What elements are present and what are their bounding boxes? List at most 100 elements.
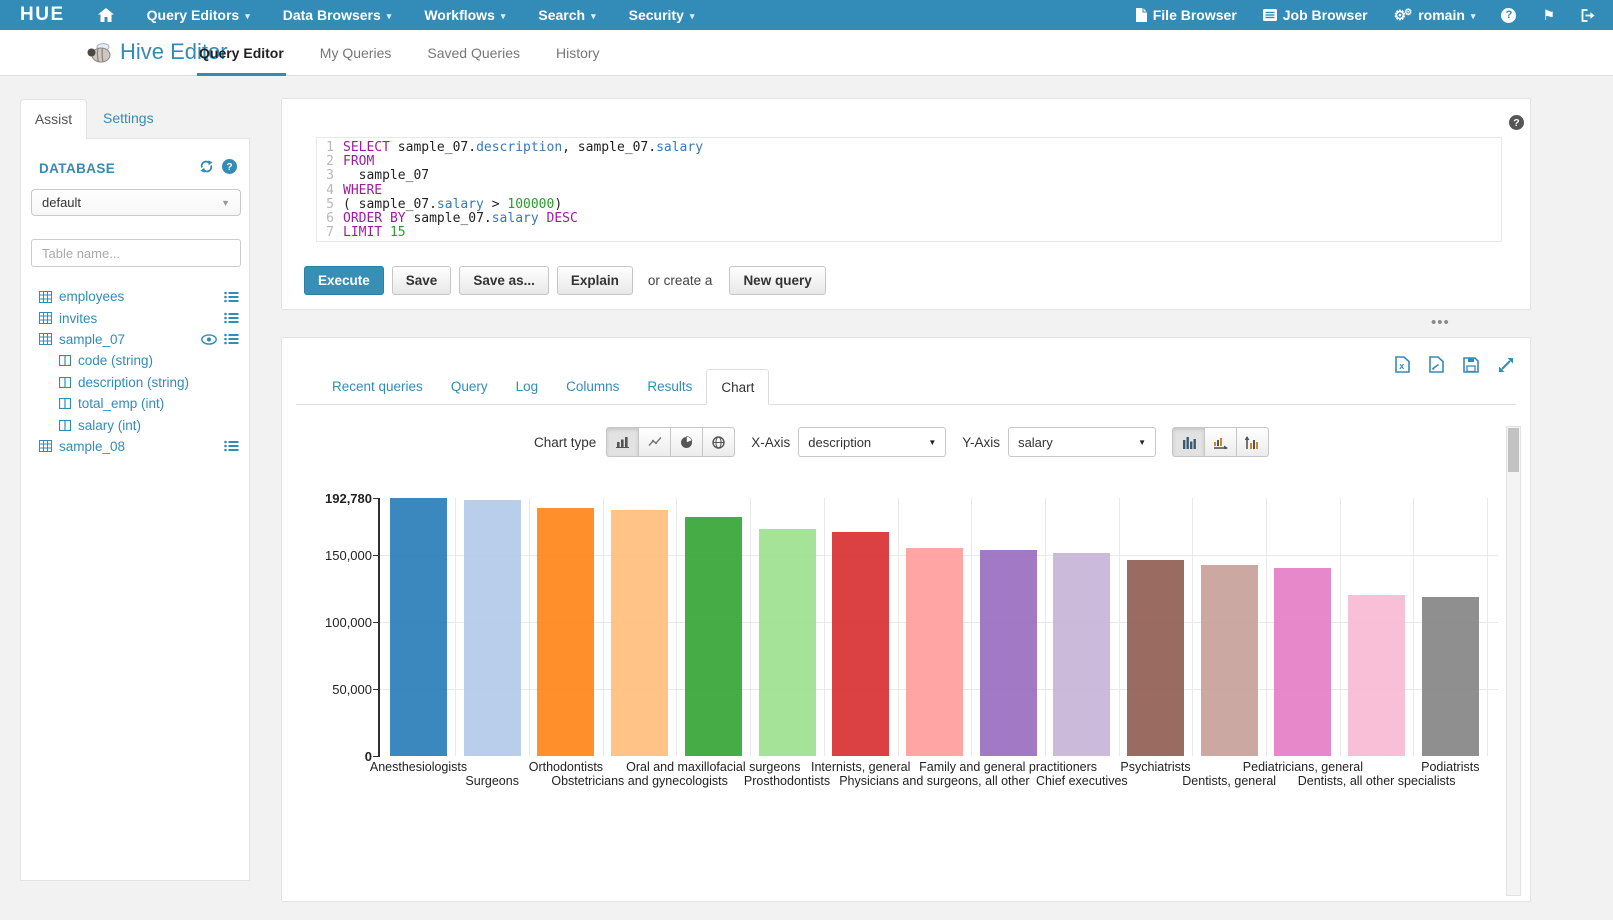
line-number: 6 <box>326 211 334 227</box>
x-category-label: Obstetricians and gynecologists <box>551 773 728 788</box>
save-button[interactable]: Save <box>391 266 452 295</box>
download-csv-icon[interactable] <box>1429 356 1444 373</box>
sql-code-editor[interactable]: 1 SELECT sample_07.description, sample_07… <box>316 137 1502 242</box>
grouped-bars-button[interactable] <box>1172 427 1206 457</box>
bars-right-arrow-button[interactable] <box>1204 427 1238 457</box>
x-gridline <box>676 498 678 756</box>
help-icon[interactable]: ? <box>1501 7 1517 23</box>
pie-chart-type-button[interactable] <box>670 427 704 457</box>
bar-chart-type-button[interactable] <box>606 427 640 457</box>
line-chart-type-button[interactable] <box>638 427 672 457</box>
tab-my-queries[interactable]: My Queries <box>319 45 392 61</box>
download-xls-icon[interactable]: x <box>1395 356 1410 373</box>
table-menu-icon[interactable] <box>224 312 239 324</box>
results-tab-columns[interactable]: Columns <box>566 379 620 394</box>
x-category-label: Pediatricians, general <box>1242 760 1363 774</box>
column-item-description[interactable]: description (string) <box>39 372 239 393</box>
x-category-label: Dentists, all other specialists <box>1297 773 1456 788</box>
column-item-salary[interactable]: salary (int) <box>39 414 239 435</box>
refresh-icon[interactable] <box>199 160 214 173</box>
code-line: 4 WHERE <box>317 183 1501 198</box>
flag-icon[interactable]: ⚑ <box>1542 6 1555 23</box>
table-menu-icon[interactable] <box>224 440 239 452</box>
editor-help-icon[interactable]: ? <box>1509 115 1524 130</box>
scrollbar-thumb[interactable] <box>1508 428 1519 472</box>
save-as-button[interactable]: Save as... <box>459 266 549 295</box>
y-tick-label: 192,780 <box>325 491 372 506</box>
chart-type-label: Chart type <box>534 434 597 450</box>
sign-out-icon[interactable] <box>1581 8 1595 22</box>
preview-eye-icon[interactable] <box>201 334 217 345</box>
line-number: 3 <box>326 168 334 184</box>
file-browser-link[interactable]: File Browser <box>1135 7 1237 23</box>
x-gridline <box>1192 498 1194 756</box>
database-help-icon[interactable]: ? <box>222 159 237 174</box>
execute-button[interactable]: Execute <box>304 266 384 295</box>
chart-scrollbar <box>1506 426 1521 896</box>
map-chart-type-button[interactable] <box>702 427 736 457</box>
hive-bee-icon <box>86 40 113 69</box>
chevron-down-icon: ▾ <box>500 10 506 21</box>
y-axis-label: Y-Axis <box>962 434 1001 450</box>
x-axis-select[interactable]: description ▼ <box>798 427 947 457</box>
explain-button[interactable]: Explain <box>556 266 633 295</box>
results-tab-log[interactable]: Log <box>515 379 539 394</box>
table-filter-input[interactable] <box>31 239 241 267</box>
line-number: 2 <box>326 154 334 170</box>
table-icon <box>39 290 52 303</box>
y-tick-mark <box>373 498 379 499</box>
bar-psychiatrists <box>1127 560 1184 756</box>
new-query-button[interactable]: New query <box>729 266 826 295</box>
nav-menu-data-browsers[interactable]: Data Browsers ▾ <box>282 7 392 23</box>
results-tab-chart[interactable]: Chart <box>706 369 770 405</box>
table-item-sample_08[interactable]: sample_08 <box>39 436 239 457</box>
x-gridline <box>750 498 752 756</box>
y-tick-label: 100,000 <box>325 615 372 631</box>
table-menu-icon[interactable] <box>224 291 239 303</box>
table-item-invites[interactable]: invites <box>39 307 239 328</box>
column-item-total_emp[interactable]: total_emp (int) <box>39 393 239 414</box>
hue-logo[interactable]: HUE <box>20 4 65 25</box>
y-tick-label: 0 <box>364 749 372 764</box>
nav-menu-search[interactable]: Search ▾ <box>538 7 596 23</box>
results-tab-results[interactable]: Results <box>647 379 693 394</box>
or-create-text: or create a <box>647 273 713 288</box>
nav-menu-security[interactable]: Security ▾ <box>628 7 695 23</box>
job-browser-link[interactable]: Job Browser <box>1262 7 1368 23</box>
query-editor-panel: ? 1 SELECT sample_07.description, sample_… <box>281 98 1531 310</box>
tab-settings[interactable]: Settings <box>103 110 154 126</box>
tab-query-editor[interactable]: Query Editor <box>197 30 286 76</box>
nav-menu-workflows[interactable]: Workflows ▾ <box>424 7 506 23</box>
x-category-label: Internists, general <box>811 760 911 774</box>
home-icon[interactable] <box>97 8 114 22</box>
x-axis-label: X-Axis <box>751 434 791 450</box>
x-category-label: Chief executives <box>1035 773 1128 788</box>
table-menu-icon[interactable] <box>224 333 239 345</box>
panel-resize-handle[interactable]: ••• <box>1431 314 1450 331</box>
table-item-sample_07[interactable]: sample_07 <box>39 329 239 350</box>
x-gridline <box>823 498 825 756</box>
file-icon <box>1135 8 1147 22</box>
x-category-label: Family and general practitioners <box>919 760 1098 774</box>
nav-menu-query-editors[interactable]: Query Editors ▾ <box>146 7 250 23</box>
tab-saved-queries[interactable]: Saved Queries <box>427 45 520 61</box>
user-menu[interactable]: ⚙⚙ romain ▾ <box>1393 6 1476 24</box>
results-tab-recent-queries[interactable]: Recent queries <box>332 379 423 394</box>
column-item-code[interactable]: code (string) <box>39 350 239 371</box>
tab-assist[interactable]: Assist <box>20 99 87 139</box>
chevron-down-icon: ▼ <box>1138 437 1147 447</box>
results-tab-query[interactable]: Query <box>450 379 488 394</box>
column-icon <box>59 355 71 367</box>
database-select[interactable]: default ▼ <box>31 189 241 216</box>
tab-history[interactable]: History <box>555 45 600 61</box>
bar-obstetricians-and-gynecologists <box>611 510 669 756</box>
fullscreen-icon[interactable] <box>1498 357 1514 373</box>
results-panel: Recent queries Query Log Columns Results Char… <box>281 337 1531 902</box>
bars-up-arrow-button[interactable] <box>1236 427 1270 457</box>
chevron-down-icon: ▾ <box>386 10 392 21</box>
save-results-icon[interactable] <box>1463 356 1479 373</box>
table-item-employees[interactable]: employees <box>39 286 239 307</box>
y-axis-select[interactable]: salary ▼ <box>1008 427 1157 457</box>
x-gridline <box>455 498 457 756</box>
chevron-down-icon: ▾ <box>591 10 596 21</box>
